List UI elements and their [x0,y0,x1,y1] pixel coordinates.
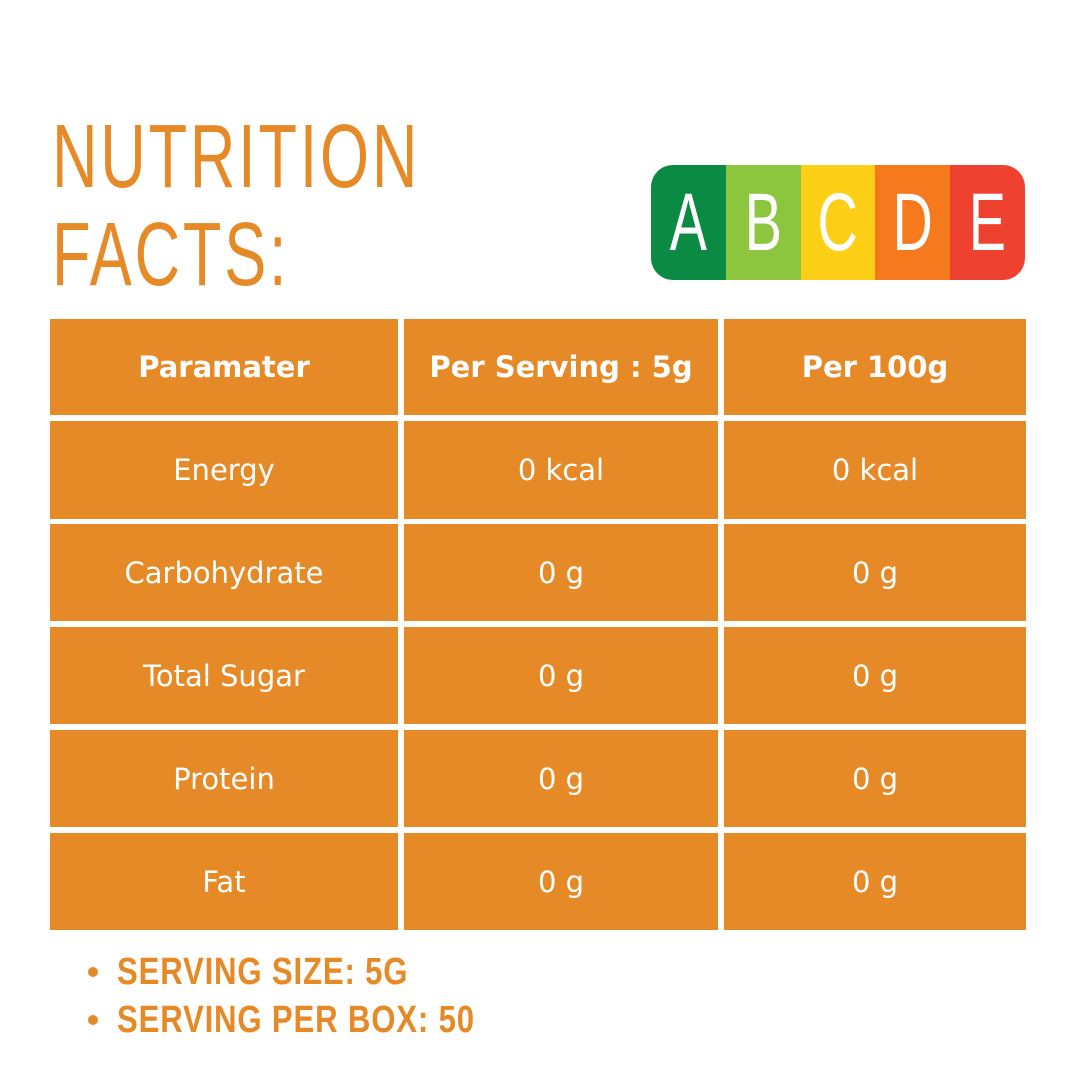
grade-cell: E [950,165,1025,280]
note-text: SERVING SIZE: 5G [117,950,409,993]
table-cell: 0 g [724,627,1026,724]
grade-letter: D [892,176,933,268]
grade-cell: A [651,165,726,280]
grade-letter: C [817,176,859,268]
note: SERVING SIZE: 5G [88,950,472,994]
table-cell: 0 g [404,833,718,930]
grade-letter: E [968,176,1007,268]
bullet [88,967,98,977]
grade-cell: B [725,165,801,280]
table-header-cell: Per 100g [724,319,1026,415]
table-cell: 0 g [724,833,1026,930]
table-cell: 0 g [724,524,1026,621]
table-cell: 0 g [404,627,718,724]
note: SERVING PER BOX: 50 [88,998,553,1042]
table-cell: 0 g [404,730,718,827]
table-cell: 0 g [724,730,1026,827]
title-line: FACTS: [52,205,290,305]
note-text: SERVING PER BOX: 50 [117,998,475,1041]
table-cell: Total Sugar [50,627,398,724]
table-header-cell: Per Serving : 5g [404,319,718,415]
table-header-cell: Paramater [50,319,398,415]
grade-cell: C [800,165,876,280]
table-cell: Carbohydrate [50,524,398,621]
title-line: NUTRITION [52,107,421,207]
grade-letter: A [669,176,707,268]
table-cell: Protein [50,730,398,827]
grade-letter: B [744,176,782,268]
table-cell: 0 kcal [724,421,1026,519]
grade-cell: D [875,165,951,280]
table-cell: Fat [50,833,398,930]
bullet [88,1015,98,1025]
table-cell: Energy [50,421,398,519]
table-cell: 0 kcal [404,421,718,519]
table-cell: 0 g [404,524,718,621]
